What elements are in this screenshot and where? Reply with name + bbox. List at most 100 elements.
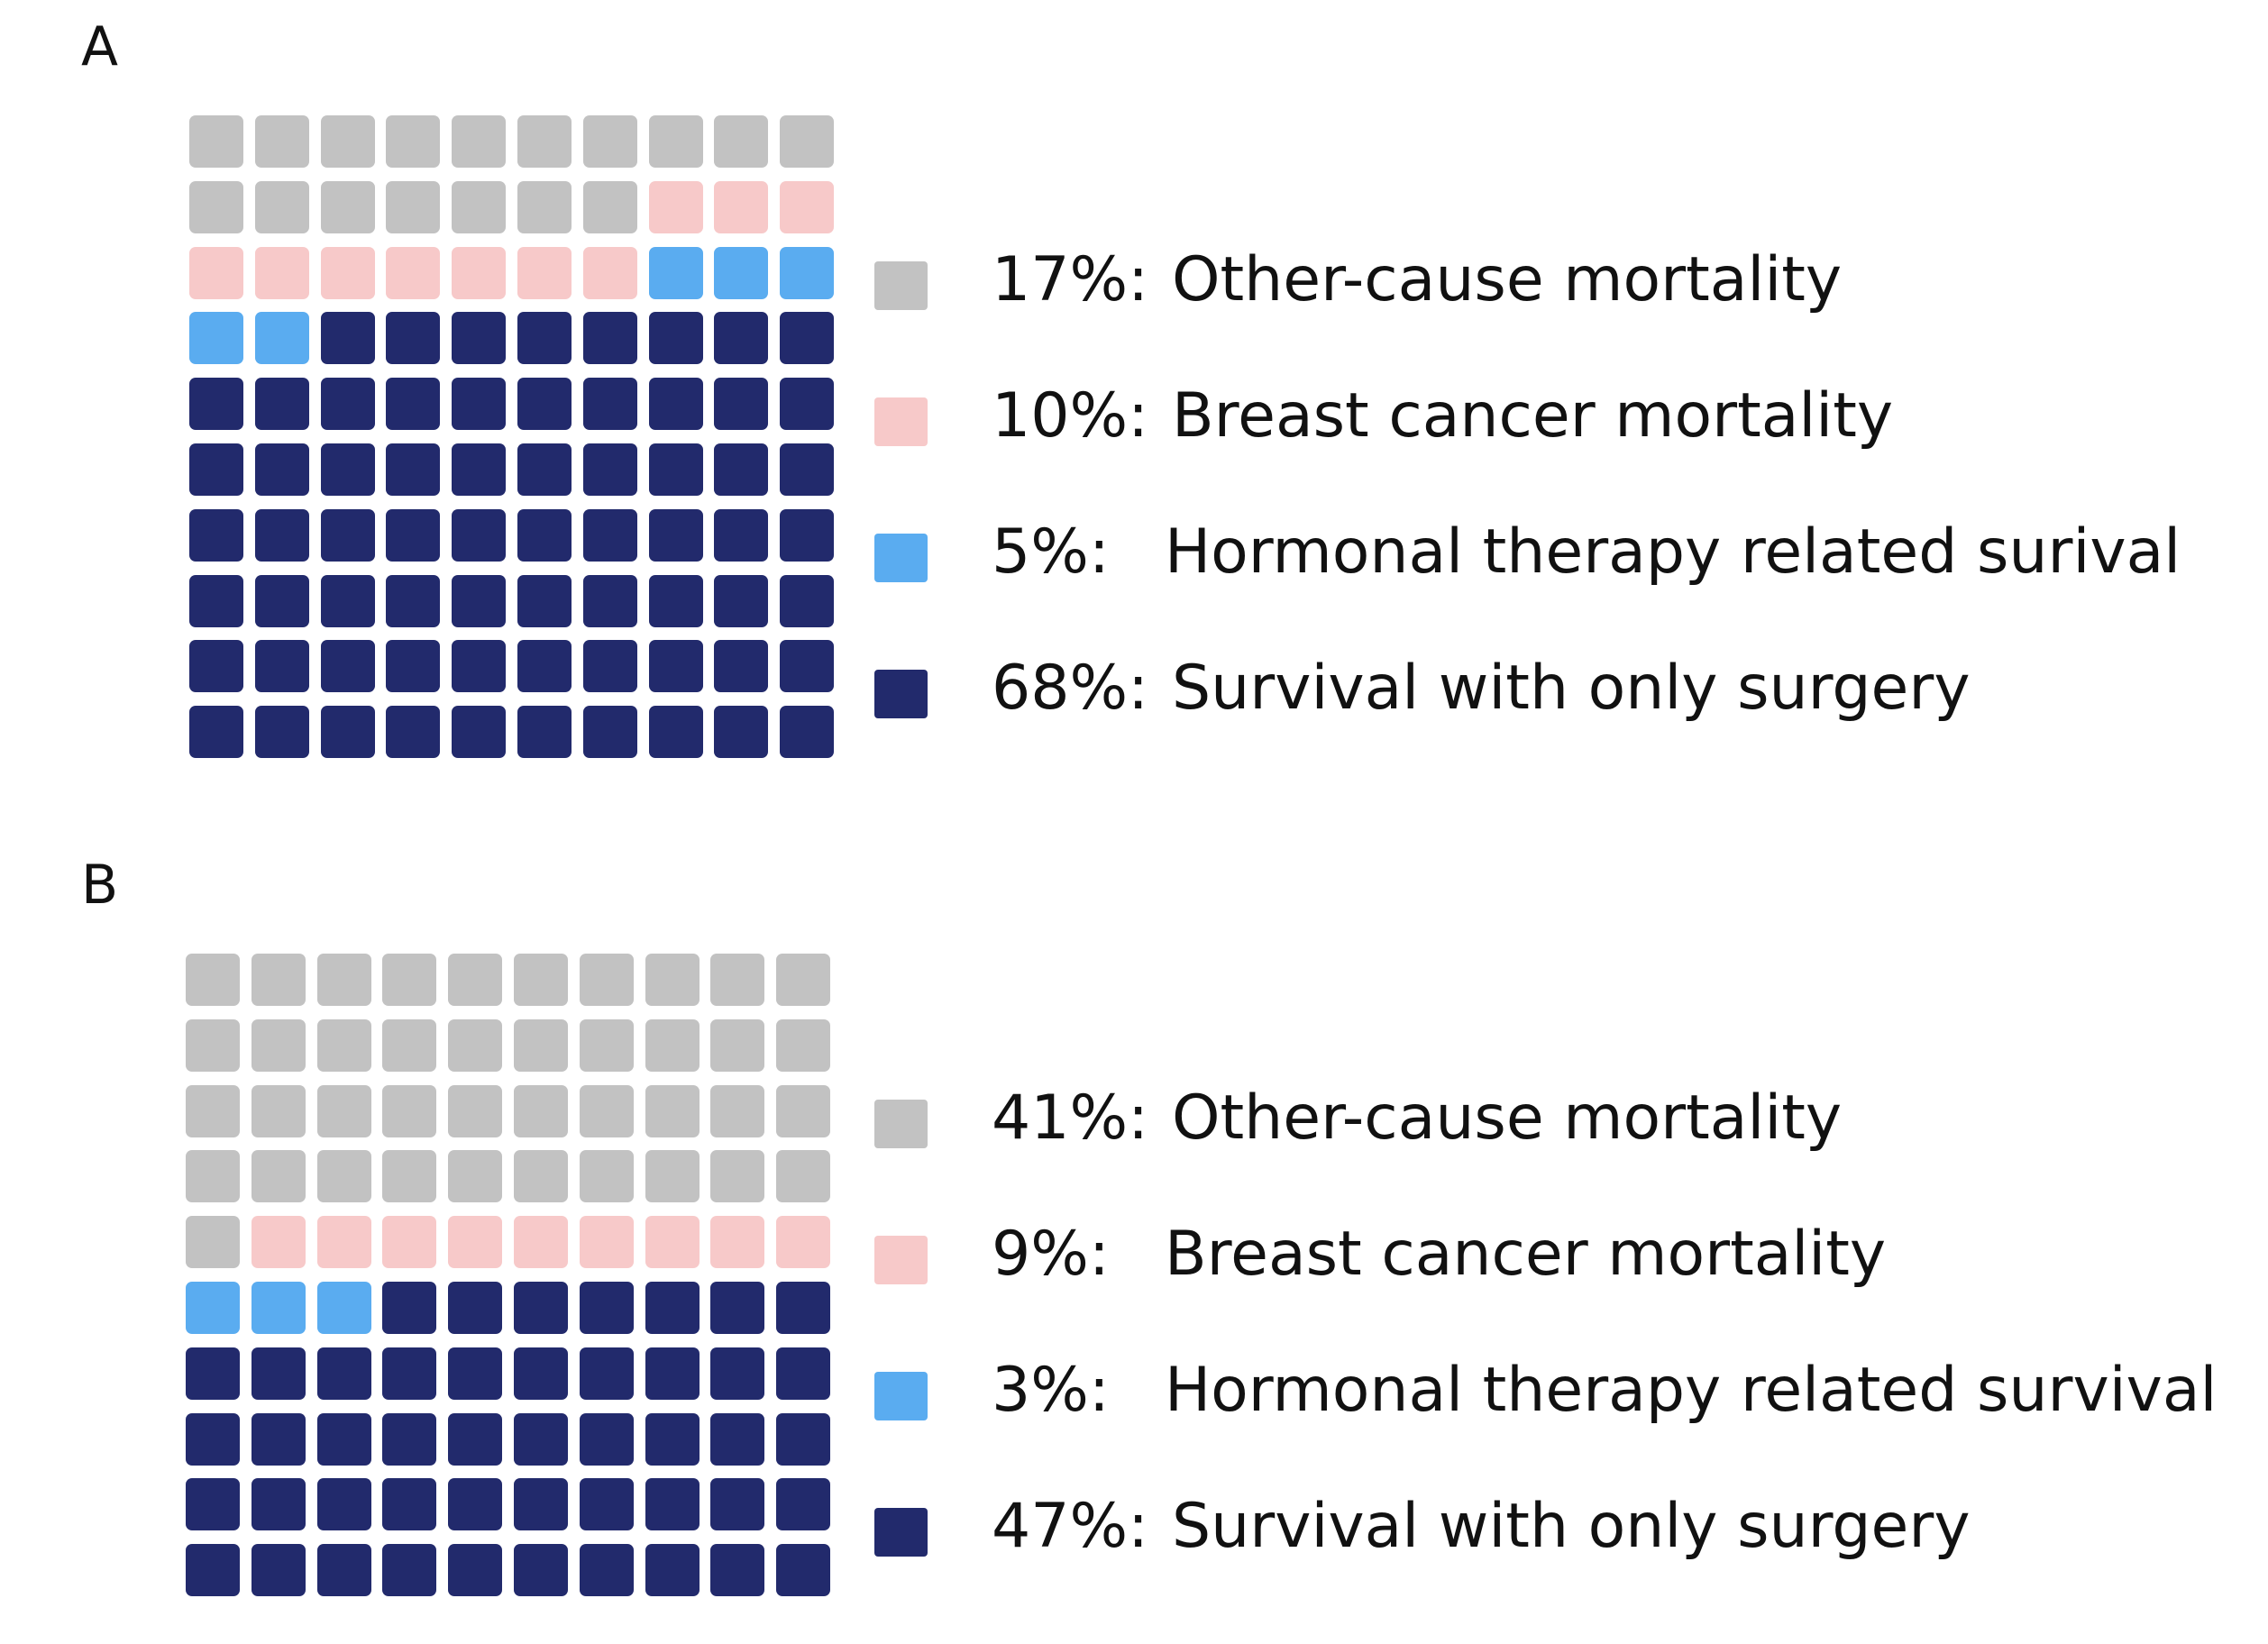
- waffle-cell-hormonal-therapy: [316, 1282, 371, 1334]
- waffle-cell-surgery-only: [517, 574, 572, 627]
- waffle-cell-surgery-only: [579, 1282, 634, 1334]
- waffle-cell-surgery-only: [714, 378, 769, 431]
- legend-percent: 47%:: [992, 1491, 1149, 1562]
- waffle-cell-other-cause: [448, 1018, 503, 1072]
- waffle-cell-surgery-only: [714, 312, 769, 365]
- waffle-cell-surgery-only: [517, 706, 572, 759]
- waffle-cell-surgery-only: [186, 1347, 240, 1400]
- waffle-cell-other-cause: [316, 1084, 371, 1137]
- legend-swatch: [874, 1100, 928, 1148]
- waffle-cell-surgery-only: [780, 640, 835, 693]
- waffle-cell-surgery-only: [714, 443, 769, 496]
- waffle-cell-surgery-only: [645, 1347, 700, 1400]
- legend-percent: 3%:: [992, 1355, 1110, 1426]
- waffle-cell-surgery-only: [579, 1412, 634, 1466]
- waffle-cell-hormonal-therapy: [648, 246, 703, 299]
- waffle-cell-surgery-only: [386, 443, 441, 496]
- waffle-cell-hormonal-therapy: [189, 312, 243, 365]
- waffle-cell-surgery-only: [186, 1544, 240, 1597]
- waffle-cell-surgery-only: [251, 1544, 306, 1597]
- waffle-cell-other-cause: [780, 115, 835, 168]
- waffle-cell-other-cause: [189, 115, 243, 168]
- waffle-cell-surgery-only: [452, 443, 507, 496]
- waffle-cell-surgery-only: [189, 640, 243, 693]
- waffle-cell-surgery-only: [452, 574, 507, 627]
- waffle-cell-other-cause: [452, 115, 507, 168]
- waffle-cell-surgery-only: [776, 1478, 831, 1531]
- waffle-cell-other-cause: [186, 1150, 240, 1203]
- waffle-cell-surgery-only: [320, 706, 375, 759]
- waffle-cell-other-cause: [251, 954, 306, 1006]
- waffle-cell-surgery-only: [648, 312, 703, 365]
- waffle-cell-other-cause: [382, 954, 437, 1006]
- waffle-cell-other-cause: [714, 115, 769, 168]
- waffle-cell-surgery-only: [648, 443, 703, 496]
- waffle-cell-surgery-only: [648, 378, 703, 431]
- waffle-cell-breast-cancer: [645, 1216, 700, 1269]
- waffle-cell-breast-cancer: [710, 1216, 765, 1269]
- waffle-cell-other-cause: [448, 1084, 503, 1137]
- waffle-cell-other-cause: [579, 1084, 634, 1137]
- panel-label: B: [81, 854, 119, 917]
- waffle-cell-surgery-only: [648, 574, 703, 627]
- waffle-cell-surgery-only: [448, 1282, 503, 1334]
- waffle-cell-hormonal-therapy: [251, 1282, 306, 1334]
- waffle-cell-surgery-only: [780, 312, 835, 365]
- waffle-cell-surgery-only: [386, 574, 441, 627]
- waffle-cell-other-cause: [776, 1018, 831, 1072]
- legend-percent: 9%:: [992, 1219, 1110, 1290]
- waffle-cell-surgery-only: [582, 508, 637, 562]
- waffle-cell-other-cause: [710, 1018, 765, 1072]
- waffle-cell-surgery-only: [251, 1347, 306, 1400]
- waffle-cell-surgery-only: [776, 1282, 831, 1334]
- waffle-cell-other-cause: [579, 1018, 634, 1072]
- waffle-cell-hormonal-therapy: [714, 246, 769, 299]
- waffle-cell-surgery-only: [579, 1544, 634, 1597]
- waffle-cell-surgery-only: [714, 640, 769, 693]
- waffle-cell-other-cause: [382, 1150, 437, 1203]
- waffle-cell-hormonal-therapy: [780, 246, 835, 299]
- waffle-cell-surgery-only: [780, 574, 835, 627]
- waffle-cell-other-cause: [645, 1084, 700, 1137]
- waffle-cell-surgery-only: [452, 706, 507, 759]
- waffle-cell-other-cause: [582, 115, 637, 168]
- waffle-cell-surgery-only: [517, 640, 572, 693]
- waffle-cell-surgery-only: [382, 1282, 437, 1334]
- legend-percent: 5%:: [992, 516, 1110, 588]
- legend-label: Survival with only surgery: [1172, 1491, 1971, 1562]
- waffle-cell-breast-cancer: [517, 246, 572, 299]
- waffle-cell-surgery-only: [780, 443, 835, 496]
- waffle-cell-other-cause: [710, 954, 765, 1006]
- waffle-cell-other-cause: [386, 115, 441, 168]
- waffle-cell-surgery-only: [382, 1544, 437, 1597]
- waffle-cell-surgery-only: [579, 1478, 634, 1531]
- waffle-cell-surgery-only: [382, 1478, 437, 1531]
- waffle-cell-surgery-only: [251, 1478, 306, 1531]
- legend-swatch: [874, 1508, 928, 1557]
- waffle-cell-surgery-only: [517, 378, 572, 431]
- legend-percent: 41%:: [992, 1082, 1149, 1154]
- waffle-grid: [186, 954, 831, 1599]
- waffle-cell-surgery-only: [776, 1544, 831, 1597]
- legend-percent: 17%:: [992, 244, 1149, 315]
- waffle-cell-surgery-only: [320, 378, 375, 431]
- waffle-cell-other-cause: [648, 115, 703, 168]
- waffle-cell-surgery-only: [710, 1478, 765, 1531]
- waffle-cell-surgery-only: [452, 312, 507, 365]
- waffle-cell-other-cause: [186, 954, 240, 1006]
- waffle-cell-other-cause: [582, 180, 637, 233]
- waffle-cell-surgery-only: [582, 706, 637, 759]
- legend-swatch: [874, 670, 928, 718]
- legend-percent: 68%:: [992, 653, 1149, 724]
- waffle-cell-surgery-only: [714, 574, 769, 627]
- legend-swatch: [874, 261, 928, 310]
- waffle-cell-surgery-only: [254, 640, 309, 693]
- panel-a: A 17%: Other-cause mortality 10%: Breast…: [0, 0, 2268, 806]
- waffle-cell-surgery-only: [780, 378, 835, 431]
- waffle-cell-breast-cancer: [189, 246, 243, 299]
- waffle-cell-surgery-only: [514, 1478, 568, 1531]
- waffle-cell-breast-cancer: [579, 1216, 634, 1269]
- waffle-cell-surgery-only: [517, 312, 572, 365]
- waffle-cell-surgery-only: [582, 640, 637, 693]
- waffle-cell-surgery-only: [452, 640, 507, 693]
